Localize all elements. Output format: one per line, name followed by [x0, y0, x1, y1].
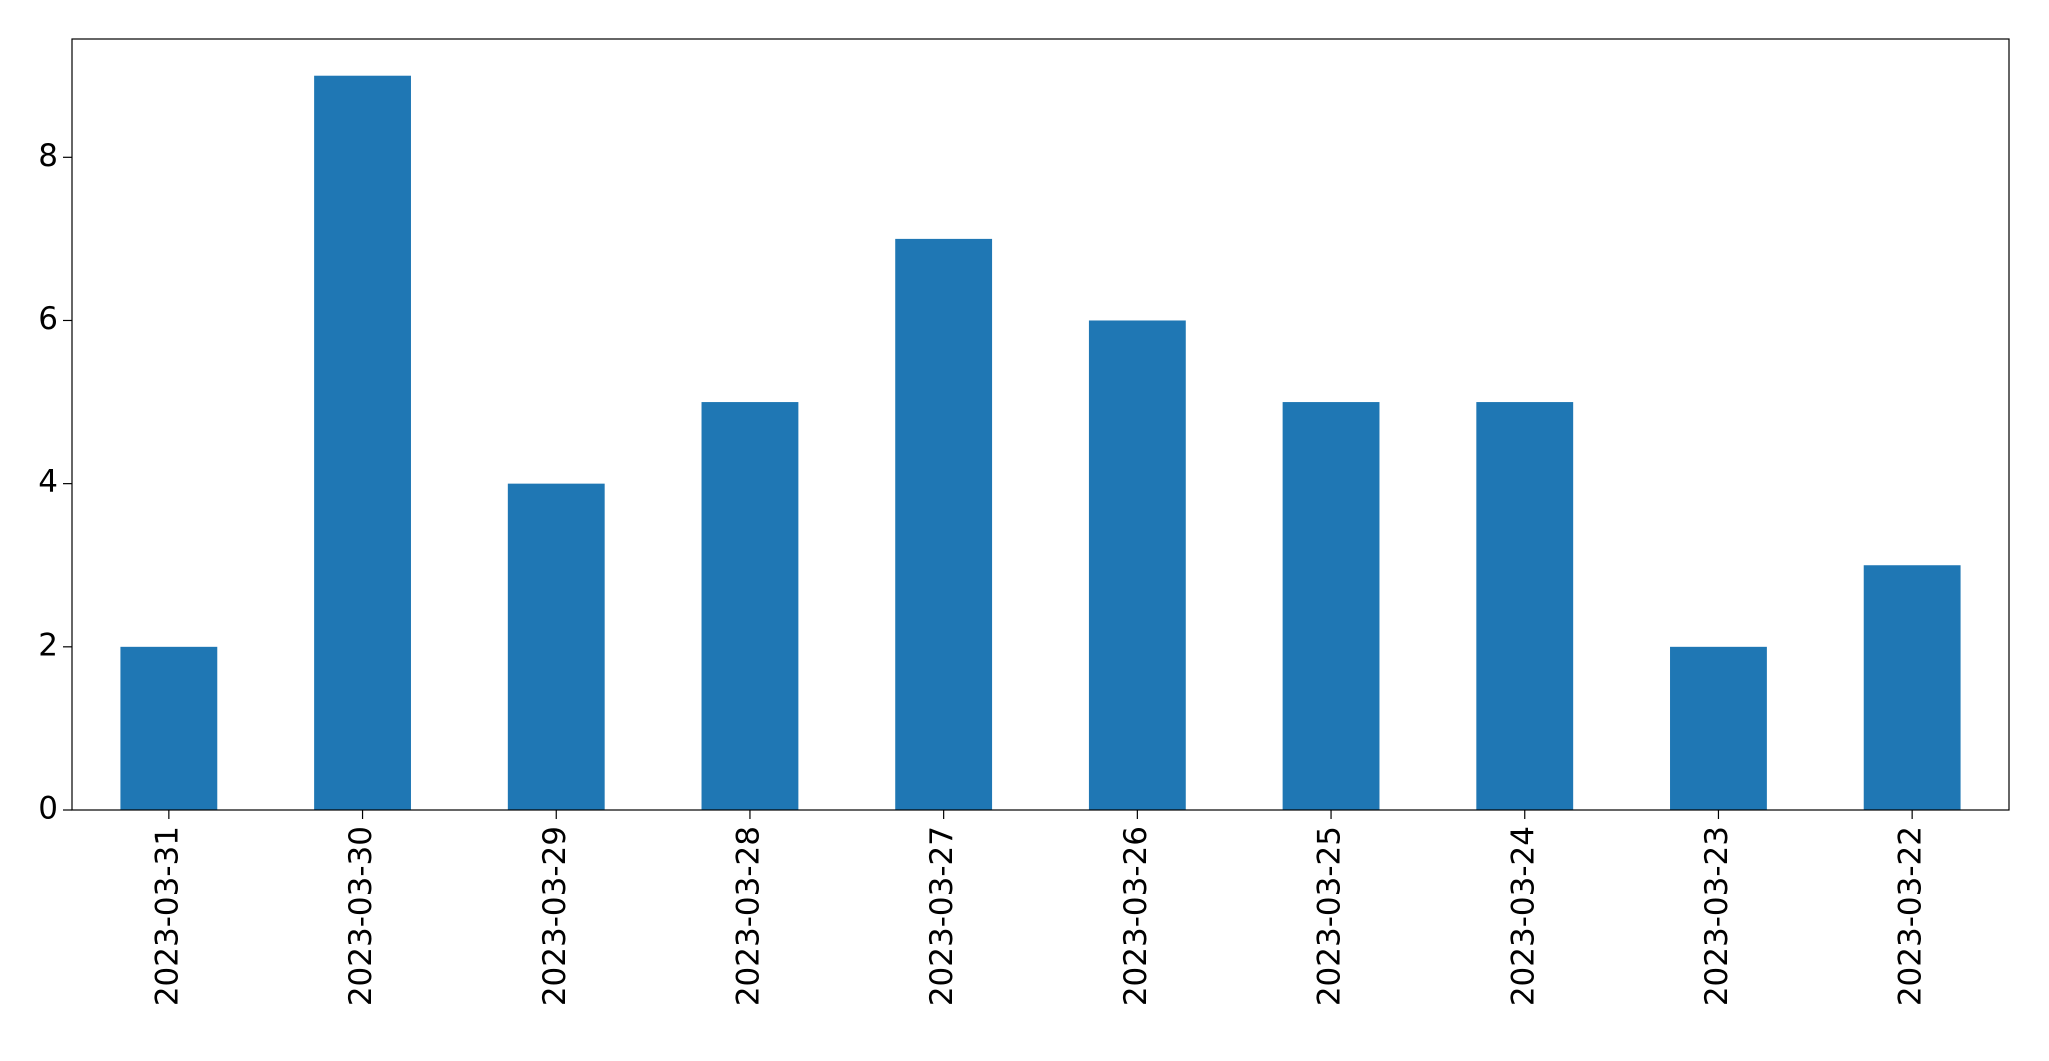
bar	[1670, 646, 1767, 810]
x-tick-label: 2023-03-23	[1699, 826, 1735, 1006]
x-tick-label: 2023-03-27	[924, 826, 960, 1006]
y-tick-label: 6	[38, 301, 58, 337]
x-tick-label: 2023-03-24	[1505, 826, 1541, 1006]
plot-frame	[71, 38, 2010, 811]
bar	[1088, 320, 1186, 810]
x-tick-label: 2023-03-30	[343, 826, 379, 1006]
x-tick-label: 2023-03-26	[1118, 826, 1154, 1006]
x-tick-label: 2023-03-31	[149, 826, 185, 1006]
bar	[314, 75, 411, 810]
x-tick-label: 2023-03-28	[730, 826, 766, 1006]
x-tick-label: 2023-03-22	[1893, 826, 1929, 1006]
y-tick-label: 4	[38, 464, 58, 500]
y-tick-label: 8	[38, 138, 58, 174]
y-tick-label: 2	[38, 627, 58, 663]
bar	[701, 402, 799, 810]
x-tick-label: 2023-03-25	[1312, 826, 1348, 1006]
y-tick-label: 0	[38, 791, 58, 827]
bar	[507, 483, 605, 810]
bar	[1282, 402, 1380, 810]
bar	[120, 646, 218, 810]
bar	[895, 238, 993, 810]
x-tick-label: 2023-03-29	[537, 826, 573, 1006]
bar	[1863, 565, 1961, 810]
bar	[1476, 402, 1574, 810]
